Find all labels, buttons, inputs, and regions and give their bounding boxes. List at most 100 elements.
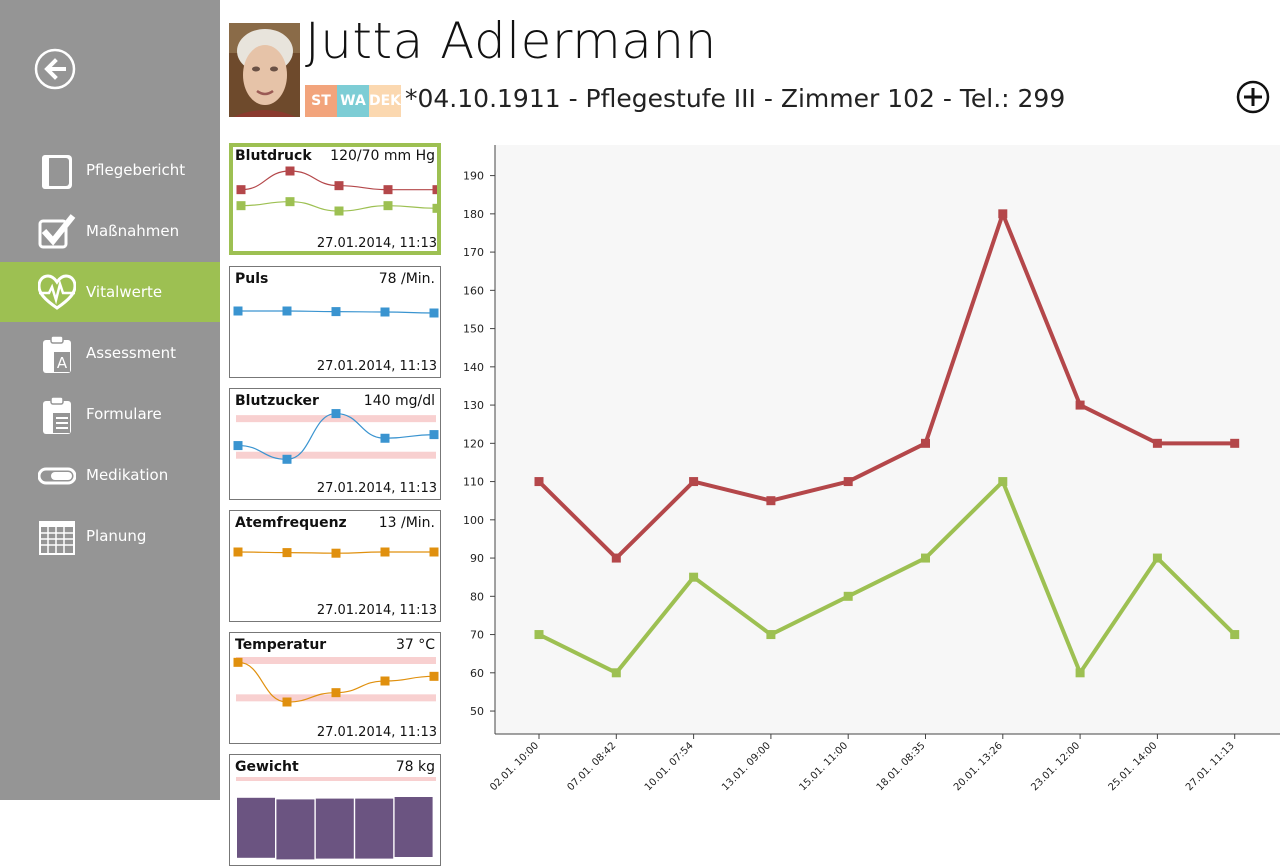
series-0-point — [1075, 400, 1085, 410]
puls-sparkline — [233, 306, 439, 318]
nav-item-vitalwerte[interactable]: Vitalwerte — [0, 262, 220, 322]
series-1-point — [921, 553, 930, 563]
card-date: 27.01.2014, 11:13 — [316, 236, 437, 251]
puls-point — [233, 306, 243, 316]
nav-item-planung[interactable]: Planung — [0, 506, 220, 566]
series-1-point — [1075, 668, 1085, 678]
card-value: 78 /Min. — [378, 271, 435, 287]
blutdruck-sparkline — [236, 166, 437, 216]
temperatur-sparkline — [233, 657, 439, 707]
checkmark-icon — [38, 214, 76, 249]
nav-item-massnahmen[interactable]: Maßnahmen — [0, 201, 220, 261]
patient-info: *04.10.1911 - Pflegestufe III - Zimmer 1… — [405, 84, 1066, 113]
nav-label: Maßnahmen — [86, 222, 180, 240]
card-title: Blutzucker — [235, 393, 319, 409]
series-1-line — [538, 479, 1237, 675]
atemfrequenz-point — [282, 548, 292, 558]
systolic-point — [432, 185, 437, 195]
temperatur-point — [380, 676, 390, 686]
atemfrequenz-point — [429, 547, 439, 557]
weight-bar — [276, 799, 315, 860]
series-0-point — [998, 209, 1008, 219]
blutzucker-point — [233, 441, 243, 451]
puls-point — [429, 308, 439, 318]
series-1-point — [766, 630, 776, 640]
series-1-point — [689, 572, 699, 582]
vital-card-gewicht[interactable]: Gewicht 78 kg — [229, 754, 441, 866]
card-value: 120/70 mm Hg — [330, 148, 435, 164]
series-1-point — [998, 477, 1008, 487]
nav-item-medikation[interactable]: Medikation — [0, 445, 220, 505]
range-band-lower — [236, 451, 436, 459]
temperatur-point — [282, 697, 292, 707]
y-tick-label: 140 — [463, 361, 484, 374]
vital-card-atemfrequenz[interactable]: Atemfrequenz 13 /Min. 27.01.2014, 11:13 — [229, 510, 441, 622]
temperatur-point — [331, 688, 341, 698]
y-tick-label: 180 — [463, 208, 484, 221]
y-tick-label: 90 — [470, 552, 484, 565]
x-tick-label: 18.01. 08:35 — [875, 740, 928, 793]
tag-wa: WA — [337, 85, 369, 117]
x-tick-label: 13.01. 09:00 — [720, 740, 773, 793]
nav-label: Pflegebericht — [86, 161, 186, 179]
series-0-point — [611, 553, 621, 563]
nav-item-assessment[interactable]: A Assessment — [0, 323, 220, 383]
systolic-point — [334, 181, 344, 191]
card-date: 27.01.2014, 11:13 — [316, 481, 437, 496]
card-title: Atemfrequenz — [235, 515, 347, 531]
series-1-point — [611, 668, 621, 678]
vital-card-blutdruck[interactable]: Blutdruck 120/70 mm Hg 27.01.2014, 11:13 — [229, 143, 441, 255]
diastolic-point — [432, 203, 437, 213]
diastolic-point — [285, 197, 295, 207]
atemfrequenz-point — [380, 547, 390, 557]
x-tick-label: 10.01. 07:54 — [643, 740, 696, 793]
nav-item-formulare[interactable]: Formulare — [0, 384, 220, 444]
diastolic-point — [334, 206, 344, 216]
y-tick-label: 60 — [470, 667, 484, 680]
series-0-point — [534, 477, 544, 487]
clipboard-form-icon — [43, 396, 71, 434]
x-tick-label: 23.01. 12:00 — [1029, 740, 1082, 793]
nav-item-pflegebericht[interactable]: Pflegebericht — [0, 140, 220, 200]
calendar-grid-icon — [39, 521, 75, 555]
weight-bar — [237, 797, 275, 858]
vital-card-blutzucker[interactable]: Blutzucker 140 mg/dl 27.01.2014, 11:13 — [229, 388, 441, 500]
y-tick-label: 190 — [463, 170, 484, 183]
heart-pulse-icon — [38, 274, 76, 310]
puls-point — [331, 307, 341, 317]
tag-dek: DEK — [369, 85, 401, 117]
series-0-point — [689, 477, 699, 487]
vital-card-puls[interactable]: Puls 78 /Min. 27.01.2014, 11:13 — [229, 266, 441, 378]
range-band-upper — [236, 415, 436, 423]
atemfrequenz-point — [233, 547, 243, 557]
card-title: Gewicht — [235, 759, 299, 775]
card-date: 27.01.2014, 11:13 — [316, 603, 437, 618]
add-icon[interactable] — [1236, 80, 1270, 114]
back-arrow-icon[interactable] — [34, 48, 76, 90]
card-title: Puls — [235, 271, 269, 287]
y-tick-label: 120 — [463, 437, 484, 450]
sidebar: Pflegebericht Maßnahmen Vitalwerte A Ass… — [0, 0, 220, 800]
nav-label: Planung — [86, 527, 147, 545]
y-tick-label: 170 — [463, 246, 484, 259]
range-band-lower — [236, 694, 436, 702]
series-1-point — [1230, 630, 1240, 640]
series-0-point — [766, 496, 776, 506]
series-1-point — [843, 591, 853, 601]
y-tick-label: 50 — [470, 705, 484, 718]
weight-bar — [355, 798, 394, 859]
card-value: 140 mg/dl — [363, 393, 435, 409]
series-1-point — [534, 630, 544, 640]
x-tick-label: 02.01. 10:00 — [488, 740, 541, 793]
svg-text:A: A — [57, 354, 68, 372]
nav-label: Vitalwerte — [86, 283, 163, 301]
blutzucker-point — [429, 430, 439, 440]
y-tick-label: 100 — [463, 514, 484, 527]
atemfrequenz-sparkline — [233, 547, 439, 558]
x-tick-label: 20.01. 13:26 — [952, 740, 1005, 793]
card-date: 27.01.2014, 11:13 — [316, 725, 437, 740]
diastolic-point — [236, 201, 246, 211]
vital-card-temperatur[interactable]: Temperatur 37 °C 27.01.2014, 11:13 — [229, 632, 441, 744]
weight-bar — [394, 797, 433, 857]
series-0-point — [921, 438, 930, 448]
